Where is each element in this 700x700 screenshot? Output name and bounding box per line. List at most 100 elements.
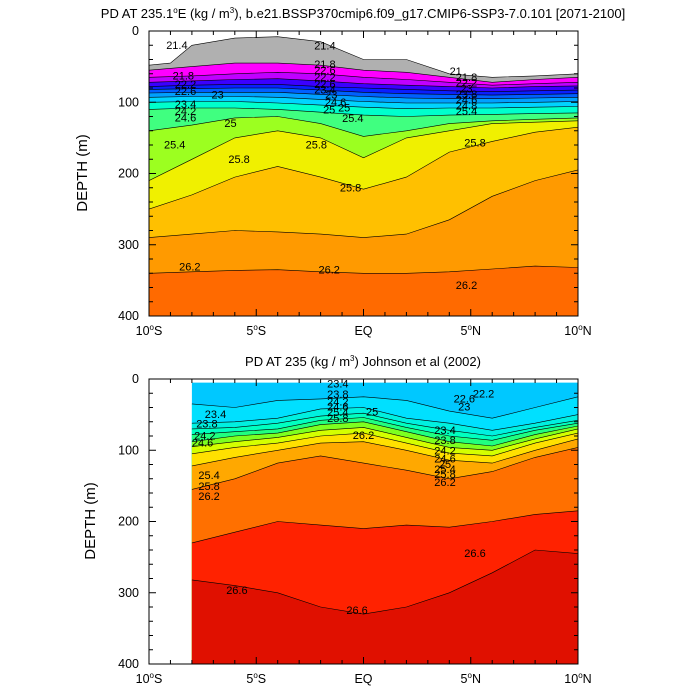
contour-label: 25.4 — [164, 140, 185, 152]
x-tick-label: 10oS — [136, 671, 163, 686]
contour-line — [149, 62, 578, 83]
y-tick-label: 100 — [118, 95, 139, 109]
contour-label: 24.2 — [434, 446, 455, 458]
contour-line — [149, 101, 578, 110]
contour-label: 21.8 — [456, 72, 477, 84]
contour-label: 25 — [338, 103, 350, 115]
y-tick-label: 300 — [118, 238, 139, 252]
panel1-plot: 21.4 21.421.821.8212324.625.825.425.425.8… — [118, 24, 592, 338]
contour-label: 21.8 — [314, 59, 335, 71]
contour-label: 22.2 — [175, 79, 196, 91]
panel2-contour-fills — [191, 382, 578, 664]
contour-label: 23 — [325, 90, 337, 102]
contour-label: 23.4 — [205, 409, 226, 421]
x-tick-label: 5oN — [461, 323, 481, 338]
y-tick-label: 300 — [118, 586, 139, 600]
panel2-contour-labels: 23.423.824.224.625.425.82526.22322.622.2… — [192, 379, 494, 617]
contour-label: 21.8 — [173, 71, 194, 83]
contour-label: 26.6 — [346, 605, 367, 617]
contour-line — [149, 116, 578, 137]
contour-label: 22.6 — [314, 65, 335, 77]
contour-line — [191, 396, 578, 419]
panel1-contour-fills — [149, 31, 578, 316]
contour-line — [149, 96, 578, 104]
contour-line — [191, 417, 578, 441]
contour-label: 25 — [439, 459, 451, 471]
contour-line — [191, 421, 578, 447]
contour-label: 21.4 — [166, 40, 187, 52]
contour-label: 24.6 — [192, 438, 213, 450]
contour-label: 22.2 — [456, 78, 477, 90]
contour-label: 23.4 — [434, 425, 455, 437]
contour-label: 23 — [458, 401, 470, 413]
contour-line — [191, 447, 578, 490]
contour-label: 23 — [211, 90, 223, 102]
contour-label: 26.2 — [456, 280, 477, 292]
contour-label: 22.2 — [314, 72, 335, 84]
x-tick-label: 10oS — [136, 323, 163, 338]
contour-label: 26.2 — [179, 261, 200, 273]
contour-line — [191, 412, 578, 437]
contour-label: 24.8 — [456, 100, 477, 112]
panel2-ticks: 10oS 5oS EQ 5oN 10oN 0 100 200 300 400 — [118, 372, 592, 686]
contour-label: 26.6 — [464, 548, 485, 560]
contour-line — [191, 407, 578, 431]
contour-label: 25.8 — [464, 137, 485, 149]
contour-label: 25.8 — [340, 182, 361, 194]
contour-label: 24.6 — [327, 401, 348, 413]
contour-line — [149, 92, 578, 99]
contour-label: 25.4 — [434, 464, 455, 476]
contour-label: 25.8 — [327, 413, 348, 425]
contour-label: 25 — [224, 118, 236, 130]
contour-label: 23.8 — [434, 435, 455, 447]
x-tick-label: 5oS — [246, 671, 266, 686]
y-tick-label: 400 — [118, 309, 139, 323]
contour-label: 26.2 — [198, 491, 219, 503]
contour-line — [149, 126, 578, 210]
contour-line — [149, 78, 578, 89]
contour-label: 23.8 — [327, 389, 348, 401]
contour-label: 25.4 — [198, 470, 219, 482]
panel2-title: PD AT 235 (kg / m3) Johnson et al (2002) — [245, 354, 481, 369]
contour-label: 25 — [323, 105, 335, 117]
contour-label: 22.6 — [314, 79, 335, 91]
panel1-title: PD AT 235.1oE (kg / m3), b.e21.BSSP370cm… — [101, 6, 625, 21]
contour-label: 22.6 — [175, 86, 196, 98]
contour-line — [191, 427, 578, 451]
contour-label: 26.2 — [353, 430, 374, 442]
y-tick-label: 200 — [118, 515, 139, 529]
panel1-ticks: 10oS 5oS EQ 5oN 10oN 0 100 200 300 400 — [118, 24, 592, 338]
contour-label: 24.6 — [175, 113, 196, 125]
contour-line — [191, 510, 578, 544]
contour-label: 23.8 — [456, 89, 477, 101]
y-tick-label: 400 — [118, 657, 139, 671]
contour-label: 25.4 — [327, 407, 348, 419]
contour-line — [191, 432, 578, 457]
contour-label: 24.2 — [175, 106, 196, 118]
contour-label: 25 — [366, 406, 378, 418]
contour-label: 24.6 — [434, 453, 455, 465]
contour-label: 22.6 — [454, 394, 475, 406]
x-tick-label: 5oS — [246, 323, 266, 338]
contour-label: 23.4 — [175, 99, 196, 111]
contour-line — [149, 84, 578, 92]
contour-band — [149, 266, 578, 316]
x-tick-label: 10oN — [564, 323, 591, 338]
contour-line — [149, 265, 578, 274]
contour-label: 25.8 — [306, 140, 327, 152]
contour-label: 25.4 — [456, 106, 477, 118]
panel2-ylabel: DEPTH (m) — [82, 482, 99, 560]
contour-line — [149, 71, 578, 86]
x-tick-label: EQ — [354, 672, 372, 686]
contour-label: 24.2 — [194, 431, 215, 443]
contour-label: 25.8 — [434, 469, 455, 481]
contour-line — [149, 87, 578, 96]
contour-band — [191, 550, 578, 664]
y-tick-label: 100 — [118, 443, 139, 457]
contour-label: 26.6 — [226, 585, 247, 597]
contour-label: 25.8 — [228, 154, 249, 166]
contour-label: 23.8 — [196, 418, 217, 430]
panel2-plot: 23.423.824.224.625.425.82526.22322.622.2… — [118, 372, 592, 686]
contour-label: 21 — [450, 66, 462, 78]
y-tick-label: 0 — [132, 24, 139, 38]
